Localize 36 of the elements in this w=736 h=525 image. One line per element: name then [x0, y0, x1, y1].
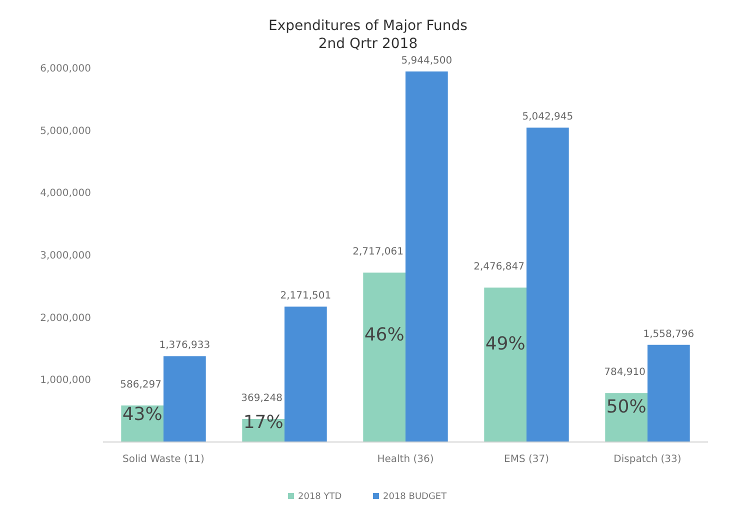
bar [363, 272, 406, 442]
chart-subtitle: 2nd Qrtr 2018 [318, 36, 418, 52]
data-label: 5,944,500 [401, 55, 452, 66]
x-tick-label: Solid Waste (11) [122, 454, 205, 465]
data-label: 2,476,847 [474, 262, 524, 273]
data-label: 2,717,061 [352, 246, 404, 258]
x-tick-label: Health (36) [377, 454, 434, 465]
y-tick-label: 3,000,000 [40, 250, 91, 262]
annotation: 43% [122, 404, 162, 426]
x-tick-label: EMS (37) [504, 454, 550, 465]
data-label: 1,558,796 [643, 328, 694, 340]
bar [484, 288, 526, 442]
y-tick-label: 4,000,000 [40, 188, 91, 200]
chart-title: Expenditures of Major Funds [268, 18, 468, 34]
legend-label: 2018 YTD [298, 492, 342, 502]
y-tick-label: 2,000,000 [40, 312, 91, 324]
bar [526, 128, 569, 442]
data-label: 784,910 [604, 367, 646, 378]
data-label: 586,297 [120, 379, 162, 390]
legend-label: 2018 BUDGET [383, 492, 448, 502]
bar [406, 71, 448, 442]
x-tick-label: Dispatch (33) [614, 454, 682, 465]
y-tick-label: 1,000,000 [40, 375, 91, 386]
data-label: 2,171,501 [280, 290, 332, 302]
y-tick-label: 5,000,000 [40, 126, 91, 137]
bar [648, 344, 690, 442]
y-tick-label: 6,000,000 [40, 64, 91, 74]
annotation: 50% [606, 396, 646, 418]
annotation: 49% [485, 333, 526, 354]
data-label: 1,376,933 [159, 340, 210, 352]
data-label: 5,042,945 [522, 112, 574, 123]
annotation: 17% [243, 412, 284, 434]
bar [164, 356, 206, 442]
annotation: 46% [364, 324, 404, 346]
bar [284, 306, 327, 442]
data-label: 369,248 [241, 392, 282, 404]
